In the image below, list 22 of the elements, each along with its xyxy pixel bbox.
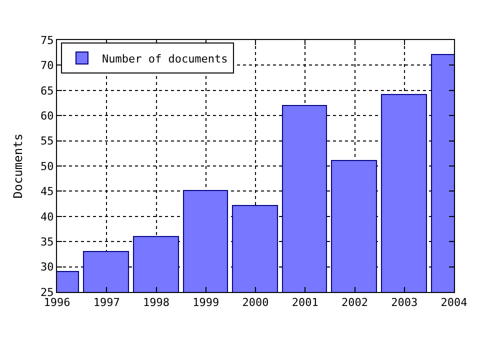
y-axis-title: Documents [10, 133, 25, 199]
y-tick-label: 50 [40, 160, 54, 173]
x-tick-label: 1998 [143, 296, 170, 310]
x-tick-label: 2003 [391, 296, 418, 310]
y-tick-label: 70 [40, 59, 54, 72]
x-tick-label: 2004 [440, 296, 468, 310]
y-tick-label: 75 [40, 34, 54, 47]
x-tick-label: 2001 [292, 296, 318, 310]
x-tick-label: 2000 [242, 296, 269, 310]
x-tick-label: 1996 [44, 296, 70, 310]
y-tick-label: 35 [40, 235, 54, 248]
y-tick-label: 65 [40, 84, 54, 98]
x-tick-label: 2002 [342, 296, 368, 310]
y-tick-label: 55 [40, 134, 54, 148]
x-tick-label: 1999 [192, 296, 220, 310]
y-tick-label: 60 [40, 109, 54, 122]
legend-label: Number of documents [102, 52, 228, 66]
y-tick-label: 40 [40, 210, 54, 224]
y-tick-label: 45 [40, 185, 54, 198]
y-tick-label: 25 [40, 286, 54, 299]
y-tick-label: 30 [40, 260, 54, 274]
x-tick-label: 1997 [93, 296, 120, 310]
